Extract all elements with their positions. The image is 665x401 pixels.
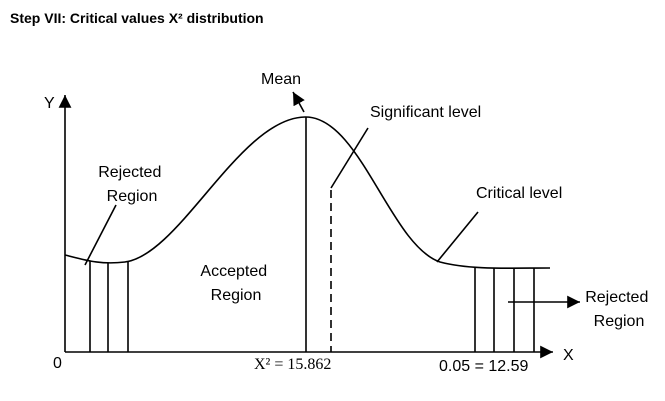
pointer: [436, 211, 479, 263]
chi-value: X² = 15.862: [254, 356, 331, 373]
label-line: Accepted: [200, 263, 267, 280]
label-line: Region: [594, 313, 645, 330]
origin: 0: [53, 355, 62, 372]
rejected-right-label: Rejected Region: [585, 289, 653, 330]
label-line: Rejected: [585, 289, 648, 306]
mean-arrow: [292, 91, 305, 113]
rejected-left-label: Rejected Region: [98, 164, 166, 205]
label-line: Region: [107, 188, 158, 205]
distribution-curve: [64, 116, 551, 270]
pointer: [330, 127, 369, 189]
accepted-label: Accepted Region: [200, 263, 271, 304]
mean-label: Mean: [261, 71, 301, 88]
label-line: Region: [211, 287, 262, 304]
table-value: 0.05 = 12.59: [439, 358, 529, 375]
x-label: X: [563, 347, 574, 364]
significant-label: Significant level: [370, 104, 481, 121]
title: Step VII: Critical values X² distributio…: [10, 10, 264, 26]
label-line: Rejected: [98, 164, 161, 181]
y-label: Y: [44, 95, 55, 112]
critical-label: Critical level: [476, 185, 562, 202]
pointer: [84, 204, 117, 266]
